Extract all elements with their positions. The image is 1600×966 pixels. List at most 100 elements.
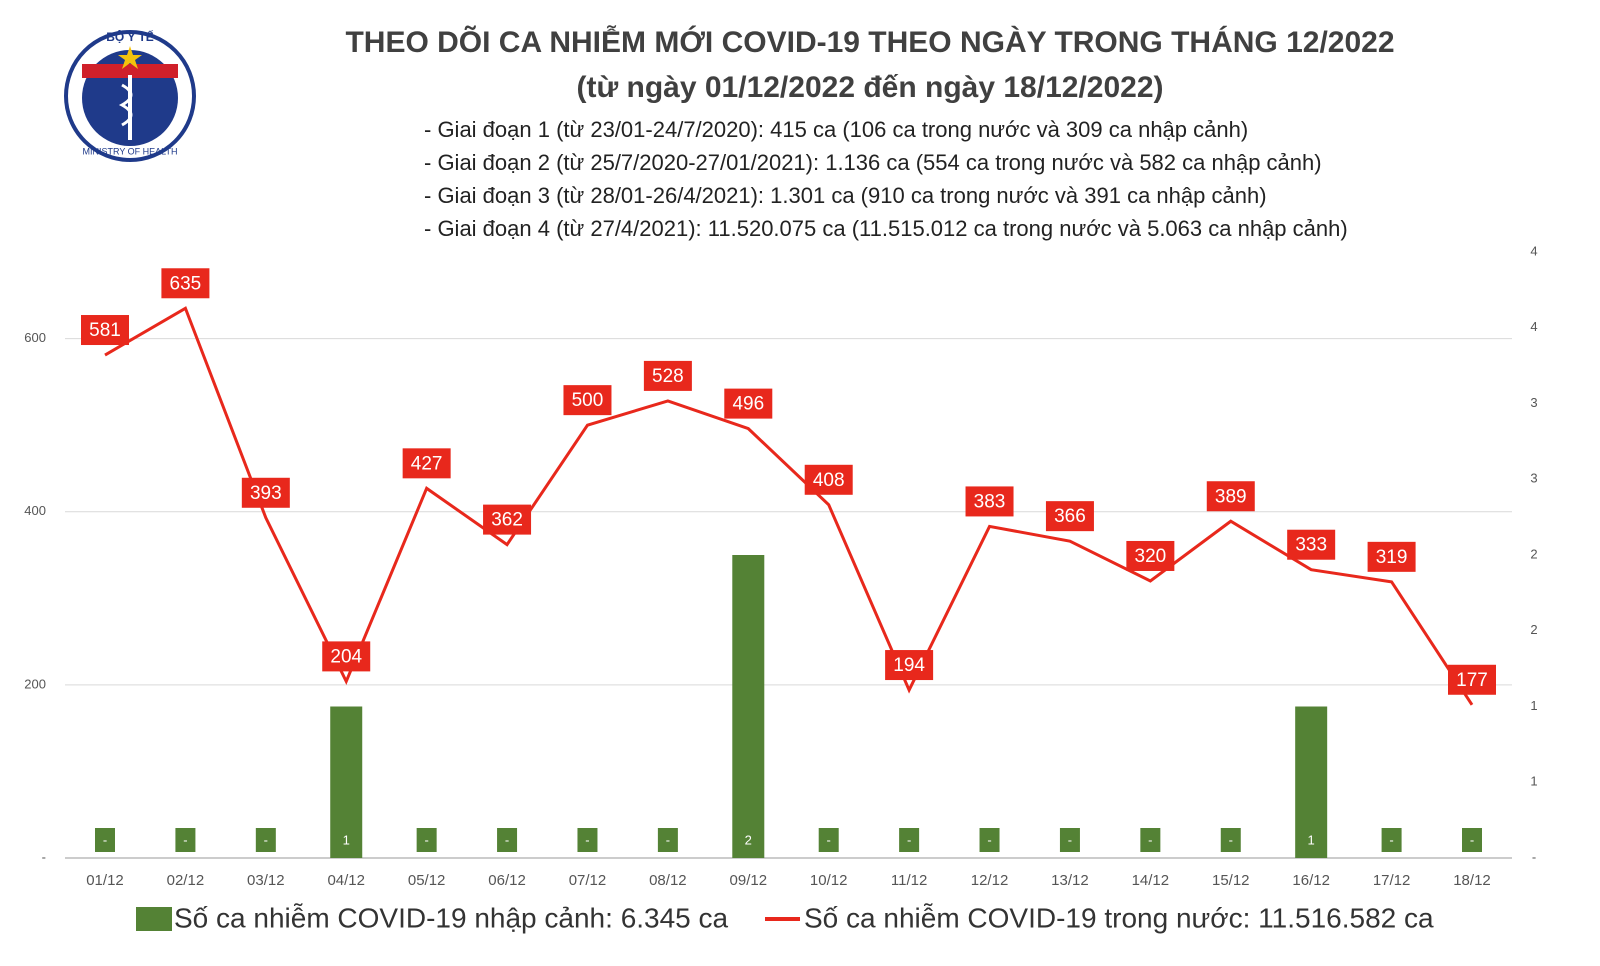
bar-label-box [657,828,678,852]
x-tick-label: 01/12 [86,872,124,889]
line-label-box [1367,541,1416,572]
y2-tick-label: 2 [1530,546,1537,561]
y2-tick-label: 4 [1530,243,1537,258]
bar-label: - [1470,832,1474,847]
y2-tick-label: 1 [1530,774,1537,789]
line-label: 581 [89,320,121,341]
logo-bottom-text: MINISTRY OF HEALTH [82,146,177,156]
line-label-box [1045,501,1094,532]
annotation: - Giai đoạn 4 (từ 27/4/2021): 11.520.075… [424,216,1348,241]
bar-label-box [1220,828,1241,852]
x-tick-label: 18/12 [1453,872,1491,889]
bar-label-box [416,828,437,852]
x-tick-label: 17/12 [1373,872,1411,889]
line-label-box [322,641,371,672]
line-label: 320 [1135,546,1167,567]
bar-label: - [1229,832,1233,847]
line-label-box [241,477,290,508]
line-label-box [885,650,934,681]
line-label-box [724,388,773,419]
x-tick-label: 04/12 [327,872,365,889]
y2-tick-label: 3 [1530,395,1537,410]
line-label: 408 [813,470,845,491]
line-label: 194 [893,655,925,676]
line-label-box [965,486,1014,517]
line-label: 389 [1215,486,1247,507]
legend-label: Số ca nhiễm COVID-19 nhập cảnh: 6.345 ca [174,902,729,933]
y-tick-label: 400 [24,503,46,518]
x-tick-label: 14/12 [1132,872,1170,889]
line-label: 635 [170,273,202,294]
line-label-box [1206,481,1255,512]
legend-swatch [136,907,172,931]
logo: BỘ Y TẾ MINISTRY OF HEALTH [64,29,196,162]
annotation: - Giai đoạn 3 (từ 28/01-26/4/2021): 1.30… [424,183,1267,208]
y2-tick-label: 4 [1530,319,1537,334]
bar-label: - [1068,832,1072,847]
bar-label: - [424,832,428,847]
logo-snake [118,83,133,127]
bar-label-box [1140,828,1161,852]
line [104,306,1474,706]
bar-label-box [255,828,276,852]
chart-subtitle: (từ ngày 01/12/2022 đến ngày 18/12/2022) [576,71,1163,104]
line-label-box [1126,540,1175,571]
bar-label-box [1301,828,1322,852]
x-tick-label: 12/12 [971,872,1009,889]
y2-tick-label: 1 [1530,698,1537,713]
x-tick-label: 07/12 [569,872,607,889]
x-tick-label: 11/12 [891,872,927,889]
bar-label-box [899,828,920,852]
bar-label: - [827,832,831,847]
line-label-box [483,504,532,535]
line-label: 528 [652,366,684,387]
x-tick-label: 05/12 [408,872,446,889]
x-tick-label: 16/12 [1292,872,1330,889]
y2-tick-label: 3 [1530,471,1537,486]
bar-label: 1 [343,832,350,847]
legend-label: Số ca nhiễm COVID-19 trong nước: 11.516.… [804,902,1434,933]
y-tick-label: - [42,849,46,864]
y-tick-label: 200 [24,676,46,691]
bar-label-box [1059,828,1080,852]
bar-label: - [1389,832,1393,847]
bar-label: - [907,832,911,847]
line-label-box [161,268,210,299]
annotation: - Giai đoạn 1 (từ 23/01-24/7/2020): 415 … [424,117,1248,142]
line-label: 333 [1295,535,1327,556]
bar-label: - [585,832,589,847]
line-label-box [643,360,692,391]
line-label: 500 [572,390,604,411]
line-label-box [81,315,129,346]
x-tick-label: 06/12 [488,872,526,889]
x-tick-label: 08/12 [649,872,687,889]
line-label-box [1287,529,1336,560]
bar-label: - [505,832,509,847]
line-label: 496 [732,394,764,415]
x-tick-label: 15/12 [1212,872,1250,889]
bar-label-box [336,828,357,852]
bar-label-box [1381,828,1402,852]
bar-label: - [987,832,991,847]
logo-top-text: BỘ Y TẾ [106,29,154,44]
bar-label: 2 [745,832,752,847]
logo-band [82,64,178,78]
line-label: 383 [974,491,1006,512]
bar-label: - [666,832,670,847]
bar-label: - [183,832,187,847]
line-label-box [563,385,612,416]
line-label: 204 [330,646,362,667]
bar-label-box [497,828,518,852]
line-label-box [1448,664,1496,695]
bar-label: - [264,832,268,847]
line-label-box [402,448,451,479]
bar-label-box [738,828,759,852]
bar-label: - [1148,832,1152,847]
line-label: 366 [1054,506,1086,527]
line-label-box [804,464,853,495]
annotation: - Giai đoạn 2 (từ 25/7/2020-27/01/2021):… [424,150,1322,175]
line-label: 362 [491,510,523,531]
bar [732,555,765,858]
bar-label: - [103,832,107,847]
